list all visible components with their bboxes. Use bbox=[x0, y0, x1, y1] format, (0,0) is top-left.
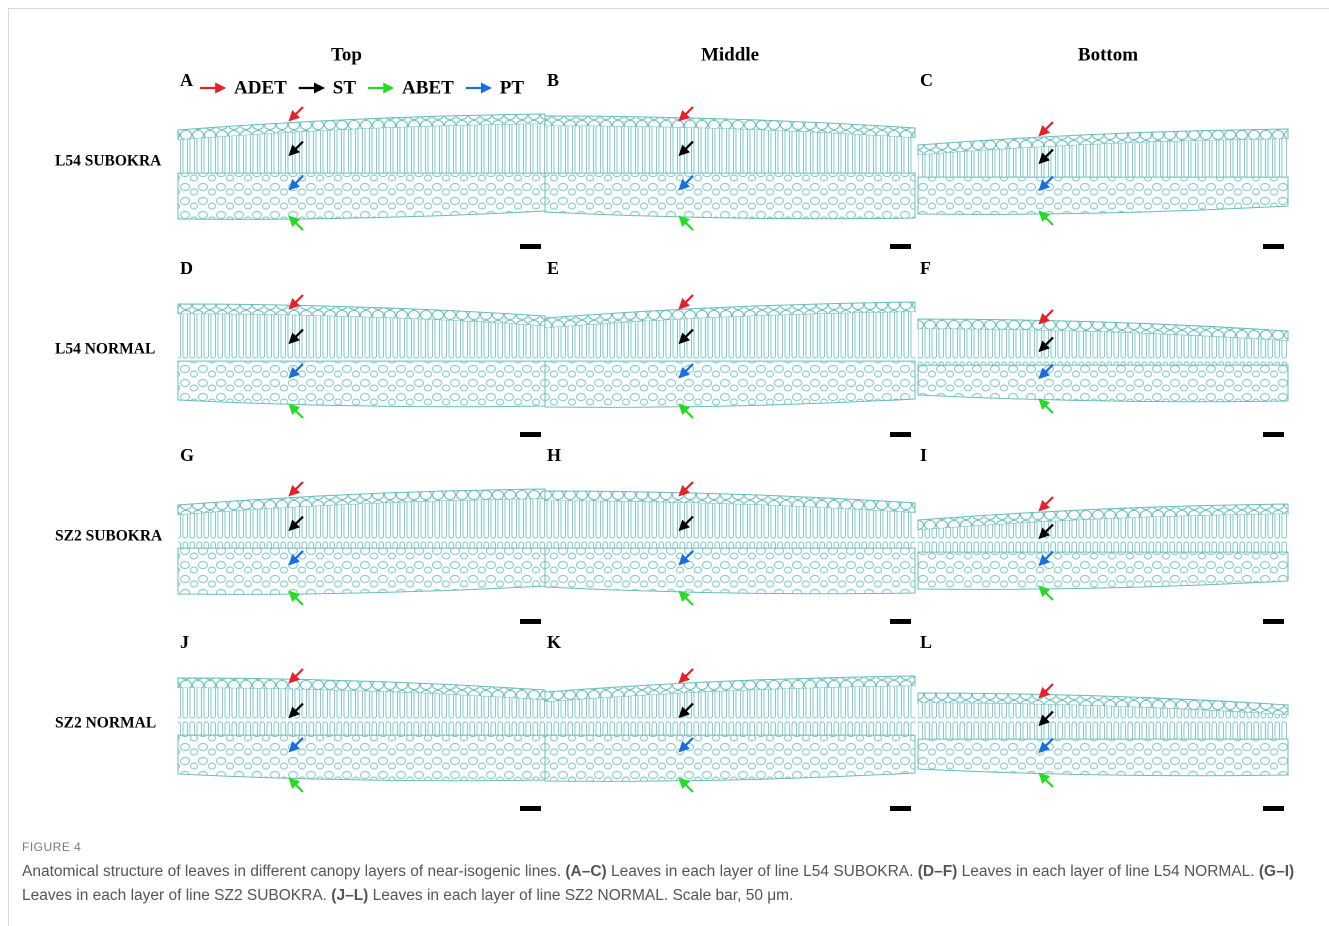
spongy-tissue bbox=[178, 173, 545, 219]
scale-bar bbox=[520, 619, 541, 624]
panel-letter: H bbox=[547, 445, 561, 465]
spongy-tissue bbox=[178, 548, 545, 594]
panel-letter: K bbox=[547, 632, 561, 652]
panel bbox=[918, 693, 1288, 776]
column-header: Bottom bbox=[1078, 44, 1138, 65]
panel-letter: C bbox=[920, 70, 933, 90]
panel-letter: J bbox=[180, 632, 189, 652]
panel bbox=[918, 504, 1288, 589]
spongy-tissue bbox=[178, 735, 545, 781]
panel-letter: A bbox=[180, 70, 193, 90]
caption-text: Leaves in each layer of line L54 NORMAL. bbox=[957, 863, 1259, 880]
panel bbox=[918, 129, 1288, 214]
scale-bar bbox=[520, 244, 541, 249]
adet-arrow bbox=[290, 482, 303, 495]
scale-bar bbox=[890, 244, 911, 249]
adet-arrow bbox=[680, 669, 693, 682]
caption-text: Leaves in each layer of line SZ2 NORMAL.… bbox=[368, 887, 793, 904]
abet-arrow bbox=[290, 405, 303, 418]
caption-text: Leaves in each layer of line L54 SUBOKRA… bbox=[607, 863, 918, 880]
row-label: L54 NORMAL bbox=[55, 341, 155, 358]
caption: Anatomical structure of leaves in differ… bbox=[22, 860, 1312, 908]
figure: Top Middle Bottom L54 SUBOKRA L54 NORMAL SZ2 … bbox=[0, 0, 1329, 830]
row-label: SZ2 NORMAL bbox=[55, 715, 156, 732]
panel bbox=[178, 304, 545, 407]
figure-label: FIGURE 4 bbox=[22, 840, 81, 854]
adet-arrow bbox=[290, 107, 303, 120]
column-header: Top bbox=[331, 44, 362, 65]
panel-letter: F bbox=[920, 258, 931, 278]
panel-letter: D bbox=[180, 258, 193, 278]
spongy-tissue bbox=[545, 173, 915, 219]
abet-arrow bbox=[1040, 774, 1053, 787]
abet-arrow bbox=[290, 779, 303, 792]
scale-bar bbox=[1263, 244, 1284, 249]
panel bbox=[918, 319, 1288, 402]
spongy-tissue bbox=[545, 548, 915, 594]
panel-letter: L bbox=[920, 632, 932, 652]
page: Top Middle Bottom L54 SUBOKRA L54 NORMAL SZ2 … bbox=[0, 0, 1329, 926]
abet-arrow bbox=[680, 592, 693, 605]
caption-text: Leaves in each layer of line SZ2 SUBOKRA… bbox=[22, 887, 331, 904]
scale-bar bbox=[520, 806, 541, 811]
row-label: SZ2 SUBOKRA bbox=[55, 528, 163, 545]
scale-bar bbox=[1263, 806, 1284, 811]
caption-ref: (A–C) bbox=[565, 863, 606, 880]
adet-arrow bbox=[680, 295, 693, 308]
spongy-tissue bbox=[918, 739, 1288, 776]
panel-letter: G bbox=[180, 445, 194, 465]
column-header: Middle bbox=[701, 44, 759, 65]
panel-letter: E bbox=[547, 258, 559, 278]
panel bbox=[545, 116, 915, 219]
spongy-tissue bbox=[545, 735, 915, 781]
adet-arrow bbox=[1040, 122, 1053, 135]
panel bbox=[178, 489, 545, 594]
scale-bar bbox=[890, 619, 911, 624]
scale-bar bbox=[520, 432, 541, 437]
spongy-tissue bbox=[918, 177, 1288, 214]
caption-ref: (J–L) bbox=[331, 887, 368, 904]
caption-ref: (G–I) bbox=[1259, 863, 1294, 880]
spongy-tissue bbox=[178, 361, 545, 407]
panel bbox=[178, 678, 545, 781]
caption-ref: (D–F) bbox=[918, 863, 958, 880]
spongy-tissue bbox=[918, 552, 1288, 589]
legend-label: PT bbox=[500, 77, 525, 98]
legend-label: ST bbox=[333, 77, 357, 98]
row-label: L54 SUBOKRA bbox=[55, 153, 162, 170]
caption-text: Anatomical structure of leaves in differ… bbox=[22, 863, 565, 880]
scale-bar bbox=[1263, 432, 1284, 437]
scale-bar bbox=[1263, 619, 1284, 624]
scale-bar bbox=[890, 806, 911, 811]
panel bbox=[178, 114, 545, 219]
legend-label: ADET bbox=[234, 77, 287, 98]
spongy-tissue bbox=[918, 365, 1288, 402]
scale-bar bbox=[890, 432, 911, 437]
panel-letter: B bbox=[547, 70, 559, 90]
adet-arrow bbox=[1040, 497, 1053, 510]
panel bbox=[545, 491, 915, 594]
abet-arrow bbox=[1040, 400, 1053, 413]
panel bbox=[545, 676, 915, 781]
panel bbox=[545, 302, 915, 407]
abet-arrow bbox=[680, 217, 693, 230]
panel-letter: I bbox=[920, 445, 927, 465]
legend-label: ABET bbox=[402, 77, 454, 98]
spongy-tissue bbox=[545, 361, 915, 407]
